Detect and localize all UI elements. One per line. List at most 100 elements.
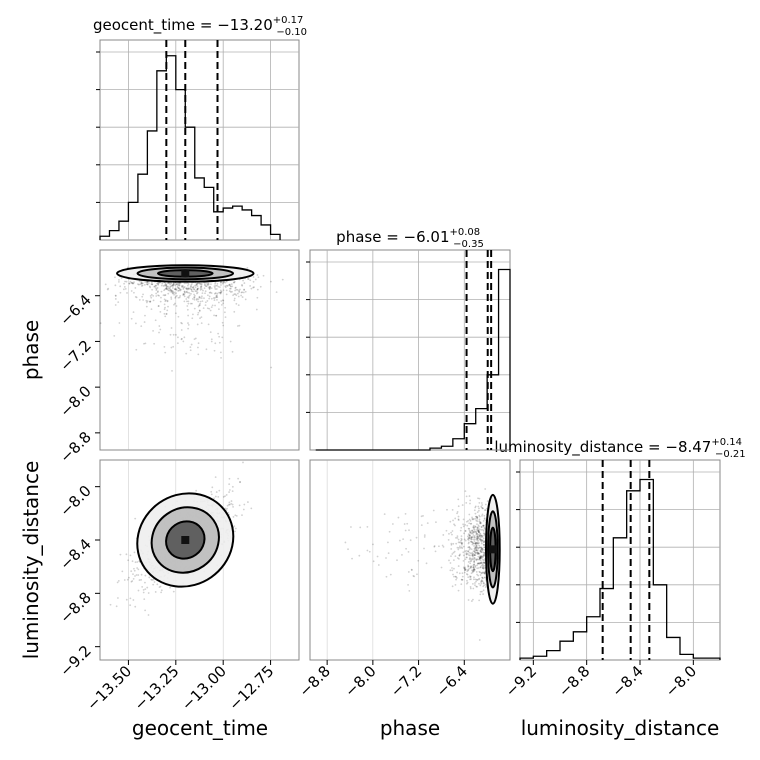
sample-point: [136, 561, 139, 563]
sample-point: [408, 589, 411, 592]
sample-point: [172, 283, 174, 286]
sample-point: [131, 282, 134, 285]
sample-point: [465, 549, 468, 552]
sample-point: [469, 586, 472, 588]
sample-point: [157, 305, 160, 307]
sample-point: [120, 277, 123, 280]
sample-point: [130, 281, 133, 284]
sample-point: [476, 579, 479, 581]
sample-point: [464, 530, 467, 533]
sample-point: [480, 554, 482, 557]
sample-point: [220, 284, 222, 286]
ytick-label: −7.2: [56, 337, 94, 375]
sample-point: [476, 536, 479, 539]
sample-point: [475, 548, 478, 551]
sample-point: [141, 284, 144, 287]
sample-point: [162, 285, 165, 287]
hist-steps-geocent_time: [99, 55, 281, 240]
sample-point: [185, 291, 188, 293]
sample-point: [179, 289, 182, 292]
sample-point: [238, 291, 241, 293]
sample-point: [244, 290, 247, 293]
sample-point: [222, 299, 225, 302]
sample-point: [205, 348, 208, 351]
sample-point: [209, 291, 212, 294]
sample-point: [475, 549, 478, 552]
sample-point: [188, 294, 191, 297]
sample-point: [472, 527, 475, 530]
sample-point: [262, 274, 265, 277]
sample-point: [474, 506, 477, 509]
sample-point: [464, 569, 466, 572]
sample-point: [481, 556, 484, 559]
sample-point: [192, 290, 194, 293]
sample-point: [197, 346, 199, 349]
sample-point: [197, 300, 200, 303]
sample-point: [229, 340, 232, 343]
sample-point: [476, 539, 479, 542]
sample-point: [476, 535, 479, 538]
sample-point: [140, 325, 143, 328]
sample-point: [474, 552, 477, 555]
sample-point: [477, 562, 480, 565]
sample-point: [484, 509, 487, 511]
sample-point: [477, 533, 479, 536]
sample-point: [169, 286, 172, 288]
sample-point: [457, 498, 460, 501]
sample-point: [149, 300, 152, 303]
sample-point: [216, 296, 219, 299]
sample-point: [460, 542, 463, 545]
sample-point: [482, 520, 485, 522]
sample-point: [403, 523, 406, 525]
sample-point: [452, 542, 455, 545]
sample-point: [218, 335, 221, 338]
sample-point: [185, 287, 188, 290]
sample-point: [475, 544, 478, 547]
sample-point: [358, 554, 361, 557]
sample-point: [250, 287, 253, 290]
sample-point: [163, 289, 165, 292]
sample-point: [468, 535, 471, 538]
sample-point: [145, 305, 148, 308]
sample-point: [475, 532, 478, 535]
sample-point: [454, 575, 457, 578]
sample-point: [408, 529, 410, 532]
xtick-label: −12.75: [225, 662, 277, 714]
sample-point: [459, 553, 461, 556]
sample-point: [121, 570, 124, 573]
sample-point: [456, 537, 459, 539]
sample-point: [472, 526, 475, 528]
sample-point: [476, 551, 479, 554]
sample-point: [472, 518, 475, 520]
sample-point: [467, 569, 470, 572]
sample-point: [476, 542, 479, 545]
sample-point: [210, 283, 212, 286]
sample-point: [483, 552, 485, 555]
sample-point: [483, 534, 485, 537]
sample-point: [477, 547, 480, 550]
sample-point: [242, 279, 244, 282]
sample-point: [468, 546, 471, 548]
sample-point: [157, 282, 160, 285]
sample-point: [473, 535, 476, 537]
sample-point: [200, 288, 203, 290]
sample-point: [216, 294, 218, 297]
sample-point: [458, 554, 461, 557]
sample-point: [173, 303, 175, 306]
sample-point: [172, 292, 175, 294]
sample-point: [165, 284, 168, 287]
sample-point: [192, 286, 194, 289]
sample-point: [241, 296, 244, 298]
sample-point: [460, 578, 463, 581]
sample-point: [159, 328, 162, 331]
sample-point: [451, 569, 454, 572]
sample-point: [235, 288, 238, 291]
sample-point: [213, 292, 216, 295]
sample-point: [219, 292, 222, 295]
sample-point: [475, 559, 478, 562]
sample-point: [170, 282, 173, 285]
sample-point: [172, 283, 175, 286]
sample-point: [474, 518, 477, 520]
sample-point: [181, 286, 183, 288]
sample-point: [220, 357, 222, 359]
